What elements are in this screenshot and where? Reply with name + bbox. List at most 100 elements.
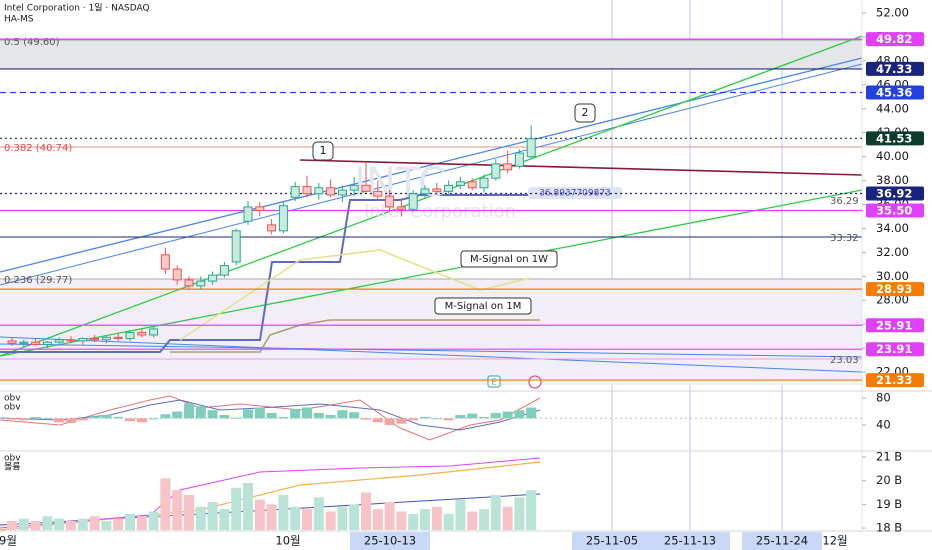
osc-bar [18, 418, 29, 421]
volume-bar [526, 490, 537, 530]
volume-bar [18, 518, 29, 530]
y-tick-label: 80 [876, 391, 891, 405]
volume-bar [7, 520, 17, 530]
osc-bar [408, 418, 419, 421]
callout [312, 141, 334, 161]
price-tag-label: 23.91 [876, 342, 912, 356]
volume-bar [266, 504, 277, 530]
level-label: 23.03 [830, 355, 859, 366]
osc-bar [77, 418, 88, 421]
price-tag [866, 203, 924, 218]
price-tag [866, 32, 924, 47]
level-label: 33.32 [830, 233, 859, 244]
callout [460, 250, 558, 268]
candle-body [467, 181, 477, 189]
volume-bar [231, 487, 242, 530]
trend-line [299, 159, 863, 176]
candle-body [172, 268, 182, 281]
osc-bar [30, 416, 41, 419]
osc-bar [136, 418, 147, 423]
volume-bar [313, 497, 324, 530]
candle-body [491, 163, 501, 179]
osc-bar [101, 414, 112, 419]
volume-bar [408, 513, 419, 530]
candle-body [396, 206, 406, 210]
volume-bar [148, 511, 159, 530]
volume-bar [136, 516, 147, 530]
candle-body [267, 224, 277, 232]
candle-body [101, 336, 111, 341]
volume-bar [54, 518, 65, 530]
candle-body [432, 188, 442, 192]
candle-body [385, 195, 395, 208]
candle-body [42, 341, 52, 346]
volume-bar [490, 494, 501, 530]
price-tag [866, 342, 924, 357]
pane-label: obv [4, 403, 21, 413]
y-tick-label: 18 B [876, 521, 902, 535]
fib-label: 0.382 (40.74) [4, 143, 72, 154]
volume-bar [337, 506, 348, 530]
x-label-highlight [650, 532, 730, 550]
volume-bar [125, 513, 135, 530]
osc-bar [325, 414, 336, 419]
candle-body [219, 265, 229, 276]
osc-bar [207, 410, 218, 419]
volume-bar [502, 506, 513, 530]
osc-bar [184, 403, 194, 419]
osc-bar [420, 416, 430, 419]
candle-body [113, 336, 123, 340]
volume-bar [372, 509, 383, 530]
candle-body [54, 339, 64, 343]
price-tag [866, 131, 924, 146]
price-tag [866, 61, 924, 76]
trend-line [0, 189, 863, 357]
volume-bar [455, 499, 466, 530]
osc-bar [384, 418, 395, 426]
price-tag-label: 41.53 [876, 131, 912, 145]
osc-bar [313, 412, 324, 419]
x-label-highlight [742, 532, 822, 550]
volume-bar [443, 513, 454, 530]
volume-bar [290, 506, 301, 530]
callout-label: 1 [320, 144, 327, 157]
price-tag-label: 47.33 [876, 62, 912, 76]
osc-bar [148, 418, 159, 420]
y-tick-label: 44.00 [876, 101, 909, 115]
osc-bar [514, 410, 525, 419]
price-tag [866, 85, 924, 100]
callout [574, 103, 596, 123]
callout-label: 2 [582, 106, 589, 119]
callout-label: M-Signal on 1W [470, 254, 548, 265]
price-tag-label: 49.82 [876, 32, 912, 46]
osc-bar [54, 418, 65, 423]
price-tag-label: 25.91 [876, 318, 912, 332]
y-tick-label: 32.00 [876, 245, 909, 259]
osc-bar [490, 412, 501, 419]
candle-body [278, 205, 288, 232]
price-tag [866, 318, 924, 333]
osc-bar [7, 418, 17, 420]
candle-body [184, 279, 194, 287]
osc-bar [42, 418, 53, 420]
y-tick-label: 52.00 [876, 6, 909, 20]
osc-bar [266, 412, 277, 419]
osc-bar [361, 418, 371, 420]
candle-body [7, 340, 17, 344]
x-tick-label: 9월 [0, 534, 17, 548]
y-tick-label: 19 B [876, 497, 902, 511]
osc-bar [396, 418, 407, 424]
watermark: INTC [354, 160, 446, 206]
volume-bar [42, 516, 53, 530]
m-signal-line [170, 319, 540, 353]
y-tick-label: 30.00 [876, 269, 909, 283]
earnings-icon[interactable] [487, 375, 501, 388]
candle-body [373, 190, 383, 197]
price-tag-label: 35.50 [876, 203, 912, 217]
volume-bar [113, 518, 124, 530]
dividend-icon[interactable] [528, 375, 542, 389]
volume-bar [101, 520, 112, 530]
x-label-highlight [350, 532, 430, 550]
candle-body [125, 332, 135, 340]
